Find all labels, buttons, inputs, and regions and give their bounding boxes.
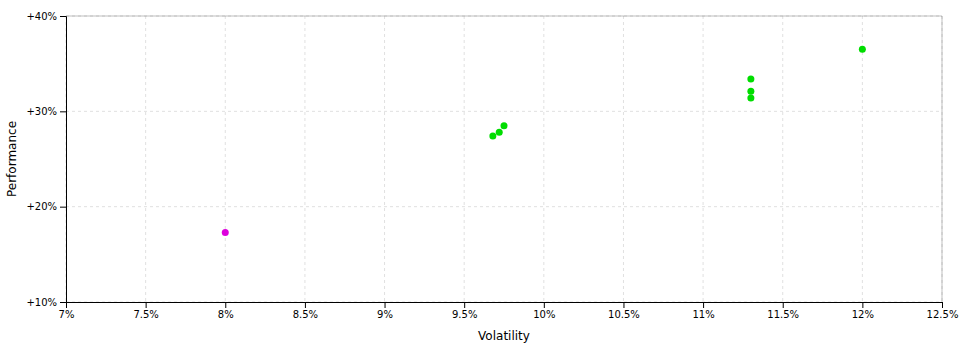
grid-line (66, 206, 942, 207)
x-tick-label: 12% (852, 309, 874, 320)
x-tick: 9% (377, 302, 393, 320)
grid-line (145, 16, 146, 302)
grid-line (304, 16, 305, 302)
y-tick: +40% (26, 11, 66, 22)
x-tick-mark (623, 302, 624, 308)
x-tick: 10.5% (608, 302, 640, 320)
grid-line (384, 16, 385, 302)
x-tick-label: 9% (377, 309, 393, 320)
grid-line (782, 16, 783, 302)
y-tick-mark (60, 302, 66, 303)
y-tick-mark (60, 16, 66, 17)
y-tick: +30% (26, 106, 66, 117)
y-tick: +20% (26, 201, 66, 212)
point (859, 46, 866, 53)
x-tick-label: 12.5% (927, 309, 959, 320)
x-tick-mark (862, 302, 863, 308)
x-tick-mark (225, 302, 226, 308)
x-tick: 9.5% (452, 302, 477, 320)
x-tick-label: 7.5% (133, 309, 158, 320)
grid (66, 16, 942, 302)
x-tick: 8% (218, 302, 234, 320)
x-tick-mark (305, 302, 306, 308)
x-axis-title: Volatility (478, 329, 530, 343)
grid-line (623, 16, 624, 302)
x-tick-label: 9.5% (452, 309, 477, 320)
x-tick-mark (464, 302, 465, 308)
point (496, 129, 503, 136)
grid-line (942, 16, 943, 302)
x-tick-mark (942, 302, 943, 308)
point (501, 122, 508, 129)
point (747, 75, 754, 82)
x-tick-label: 10.5% (608, 309, 640, 320)
x-tick-label: 7% (59, 309, 75, 320)
x-tick-mark (385, 302, 386, 308)
x-axis-line (67, 303, 943, 309)
x-tick-mark (703, 302, 704, 308)
x-tick-label: 11.5% (767, 309, 799, 320)
x-tick-label: 10% (533, 309, 555, 320)
grid-line (225, 16, 226, 302)
x-tick: 12.5% (927, 302, 959, 320)
x-tick-label: 8% (218, 309, 234, 320)
y-tick-mark (60, 111, 66, 112)
y-axis: +10% +20% +30% +40% (26, 11, 66, 308)
y-tick-label: +10% (26, 297, 57, 308)
x-tick: 11.5% (767, 302, 799, 320)
y-axis-line (60, 17, 67, 303)
series (489, 46, 866, 140)
point (222, 229, 229, 236)
y-tick-mark (60, 207, 66, 208)
x-tick: 7.5% (133, 302, 158, 320)
point (747, 94, 754, 101)
x-tick: 8.5% (293, 302, 318, 320)
series (222, 229, 229, 236)
chart: 7% 7.5% 8% 8.5% 9% 9.5% 10% 10.5% 11% 11.5% 12% 12.… (0, 0, 966, 350)
grid-line (543, 16, 544, 302)
x-tick-mark (146, 302, 147, 308)
y-tick: +10% (26, 297, 66, 308)
x-tick-mark (783, 302, 784, 308)
x-tick: 10% (533, 302, 555, 320)
grid-line (66, 16, 942, 17)
x-axis: 7% 7.5% 8% 8.5% 9% 9.5% 10% 10.5% 11% 11.5% 12% 12.… (59, 302, 959, 320)
y-tick-label: +30% (26, 106, 57, 117)
y-axis-title: Performance (5, 121, 19, 197)
grid-line (464, 16, 465, 302)
y-tick-label: +40% (26, 11, 57, 22)
grid-line (66, 111, 942, 112)
x-tick: 11% (692, 302, 714, 320)
frame-line (66, 16, 942, 17)
points (222, 46, 866, 236)
point (747, 88, 754, 95)
x-tick-label: 8.5% (293, 309, 318, 320)
plot: 7% 7.5% 8% 8.5% 9% 9.5% 10% 10.5% 11% 11.5% 12% 12.… (26, 11, 958, 320)
frame-line (942, 16, 943, 302)
grid-line (862, 16, 863, 302)
grid-line (703, 16, 704, 302)
x-tick: 12% (852, 302, 874, 320)
x-tick-mark (544, 302, 545, 308)
x-tick-label: 11% (692, 309, 714, 320)
point (489, 133, 496, 140)
y-tick-label: +20% (26, 201, 57, 212)
x-tick: 7% (59, 302, 75, 320)
